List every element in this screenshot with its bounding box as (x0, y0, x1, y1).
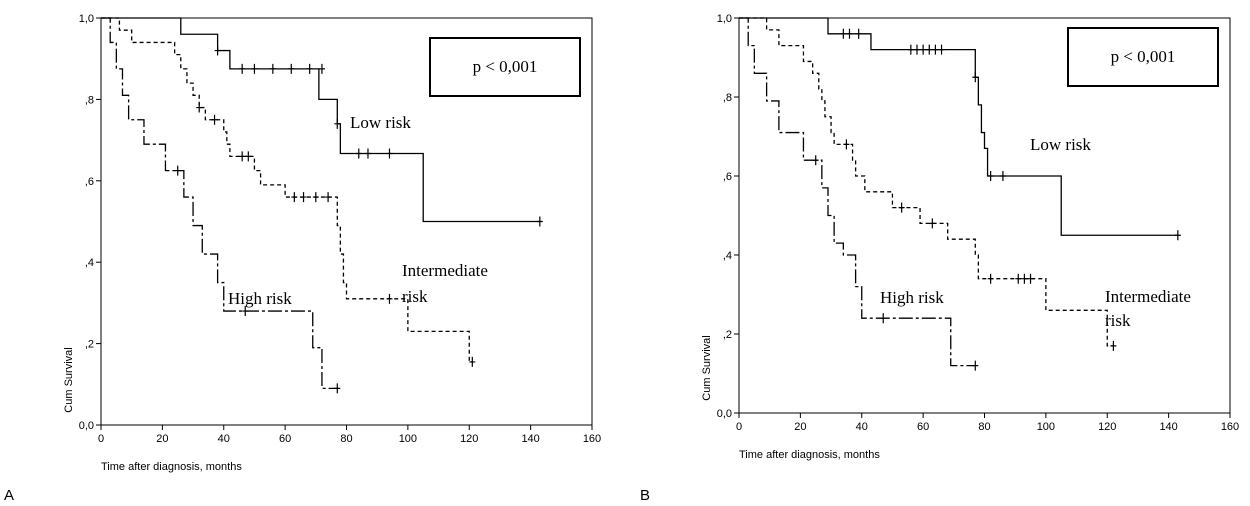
annotation: Low risk (350, 113, 411, 132)
y-axis-label: Cum Survival (63, 347, 75, 412)
x-tick-label: 160 (1221, 421, 1239, 433)
x-tick-label: 0 (736, 421, 742, 433)
annotation: Intermediate (402, 261, 488, 280)
x-tick-label: 80 (978, 421, 990, 433)
plot-frame (738, 17, 1231, 414)
y-axis-label: Cum Survival (701, 335, 713, 400)
x-tick-label: 100 (399, 433, 417, 445)
censor-mark (318, 63, 325, 74)
p-box (1067, 27, 1219, 87)
annotation: Intermediate (1105, 287, 1191, 306)
survival-curve (101, 17, 473, 363)
annotation: High risk (228, 289, 292, 308)
y-tick-label: ,4 (85, 257, 94, 269)
survival-curve (739, 17, 1178, 236)
annotation: High risk (880, 288, 944, 307)
x-tick-label: 140 (521, 433, 539, 445)
y-tick-label: ,6 (723, 171, 732, 183)
survival-curve (101, 17, 540, 223)
censor-mark (469, 356, 476, 367)
y-tick-label: ,2 (723, 329, 732, 341)
survival-curve (101, 17, 338, 390)
x-tick-label: 20 (156, 433, 168, 445)
y-tick-label: ,8 (723, 92, 732, 104)
x-tick-label: 80 (340, 433, 352, 445)
annotation: Low risk (1030, 135, 1091, 154)
x-tick-label: 60 (279, 433, 291, 445)
y-tick-label: ,4 (723, 250, 732, 262)
survival-curve (739, 17, 1114, 347)
y-tick-label: 1,0 (79, 13, 94, 25)
p-box (429, 37, 581, 97)
p-value: p < 0,001 (1111, 47, 1176, 66)
x-axis-label: Time after diagnosis, months (101, 461, 242, 473)
annotation: risk (402, 287, 428, 306)
y-tick-label: 0,0 (79, 420, 94, 432)
x-tick-label: 20 (794, 421, 806, 433)
panel-label: A (4, 487, 14, 504)
plot-frame (100, 17, 593, 426)
p-value: p < 0,001 (473, 57, 538, 76)
x-tick-label: 40 (218, 433, 230, 445)
y-tick-label: 0,0 (717, 408, 732, 420)
x-tick-label: 120 (460, 433, 478, 445)
annotation: risk (1105, 311, 1131, 330)
x-axis-label: Time after diagnosis, months (739, 449, 880, 461)
y-tick-label: 1,0 (717, 13, 732, 25)
y-tick-label: ,2 (85, 339, 94, 351)
x-tick-label: 100 (1037, 421, 1055, 433)
y-tick-label: ,6 (85, 176, 94, 188)
y-tick-label: ,8 (85, 94, 94, 106)
x-tick-label: 60 (917, 421, 929, 433)
x-tick-label: 40 (856, 421, 868, 433)
survival-curve (739, 17, 976, 367)
x-tick-label: 120 (1098, 421, 1116, 433)
panel-label: B (640, 487, 650, 504)
x-tick-label: 160 (583, 433, 601, 445)
x-tick-label: 0 (98, 433, 104, 445)
x-tick-label: 140 (1159, 421, 1177, 433)
